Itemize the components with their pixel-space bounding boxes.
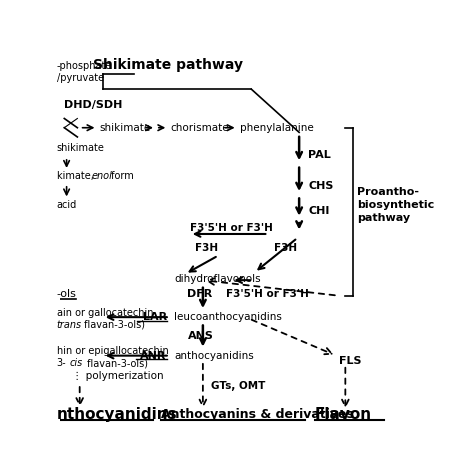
Text: DFR: DFR xyxy=(188,289,213,299)
Text: GTs, OMT: GTs, OMT xyxy=(210,382,265,392)
Text: -ols: -ols xyxy=(56,289,76,299)
Text: ANS: ANS xyxy=(188,331,213,341)
Text: flavan-3-ols): flavan-3-ols) xyxy=(83,358,147,368)
Text: Flavon: Flavon xyxy=(315,408,372,422)
Text: dihydroflavonols: dihydroflavonols xyxy=(174,273,261,283)
Text: trans: trans xyxy=(56,320,82,330)
Text: F3H: F3H xyxy=(274,243,298,253)
Text: Shikimate pathway: Shikimate pathway xyxy=(93,57,243,72)
Text: shikimate: shikimate xyxy=(56,143,104,153)
Text: anthocyanidins: anthocyanidins xyxy=(174,351,254,361)
Text: F3'5'H or F3'H: F3'5'H or F3'H xyxy=(226,289,309,299)
Text: CHS: CHS xyxy=(309,181,334,191)
Text: DHD/SDH: DHD/SDH xyxy=(64,100,123,109)
Text: phenylalanine: phenylalanine xyxy=(240,123,314,133)
Text: PAL: PAL xyxy=(309,150,331,160)
Text: acid: acid xyxy=(56,200,77,210)
Text: hin or epigallocatechin: hin or epigallocatechin xyxy=(56,346,168,356)
Text: ain or gallocatechin: ain or gallocatechin xyxy=(56,308,153,318)
Text: FLS: FLS xyxy=(339,356,362,366)
Text: LAR: LAR xyxy=(143,312,167,322)
Text: nthocyanidins: nthocyanidins xyxy=(56,408,177,422)
Text: flavan-3-ols): flavan-3-ols) xyxy=(81,320,145,330)
Text: shikimate: shikimate xyxy=(99,123,150,133)
Text: CHI: CHI xyxy=(309,206,330,216)
Text: leucoanthocyanidins: leucoanthocyanidins xyxy=(174,312,283,322)
Text: F3'5'H or F3'H: F3'5'H or F3'H xyxy=(190,223,273,233)
Text: /pyruvate: /pyruvate xyxy=(56,73,104,83)
Text: kimate,: kimate, xyxy=(56,171,97,181)
Text: cis: cis xyxy=(70,358,83,368)
Text: Anthocyanins & derivatives: Anthocyanins & derivatives xyxy=(161,409,354,421)
Text: Proantho-: Proantho- xyxy=(357,187,419,197)
Text: -phosphate: -phosphate xyxy=(56,61,112,71)
Text: F3H: F3H xyxy=(195,243,219,253)
Text: ANR: ANR xyxy=(140,351,167,361)
Text: ⋮ polymerization: ⋮ polymerization xyxy=(72,372,164,382)
Text: form: form xyxy=(108,171,134,181)
Text: biosynthetic: biosynthetic xyxy=(357,200,434,210)
Text: pathway: pathway xyxy=(357,213,410,223)
Text: chorismate: chorismate xyxy=(171,123,229,133)
Text: enol: enol xyxy=(91,171,112,181)
Text: 3-: 3- xyxy=(56,358,66,368)
